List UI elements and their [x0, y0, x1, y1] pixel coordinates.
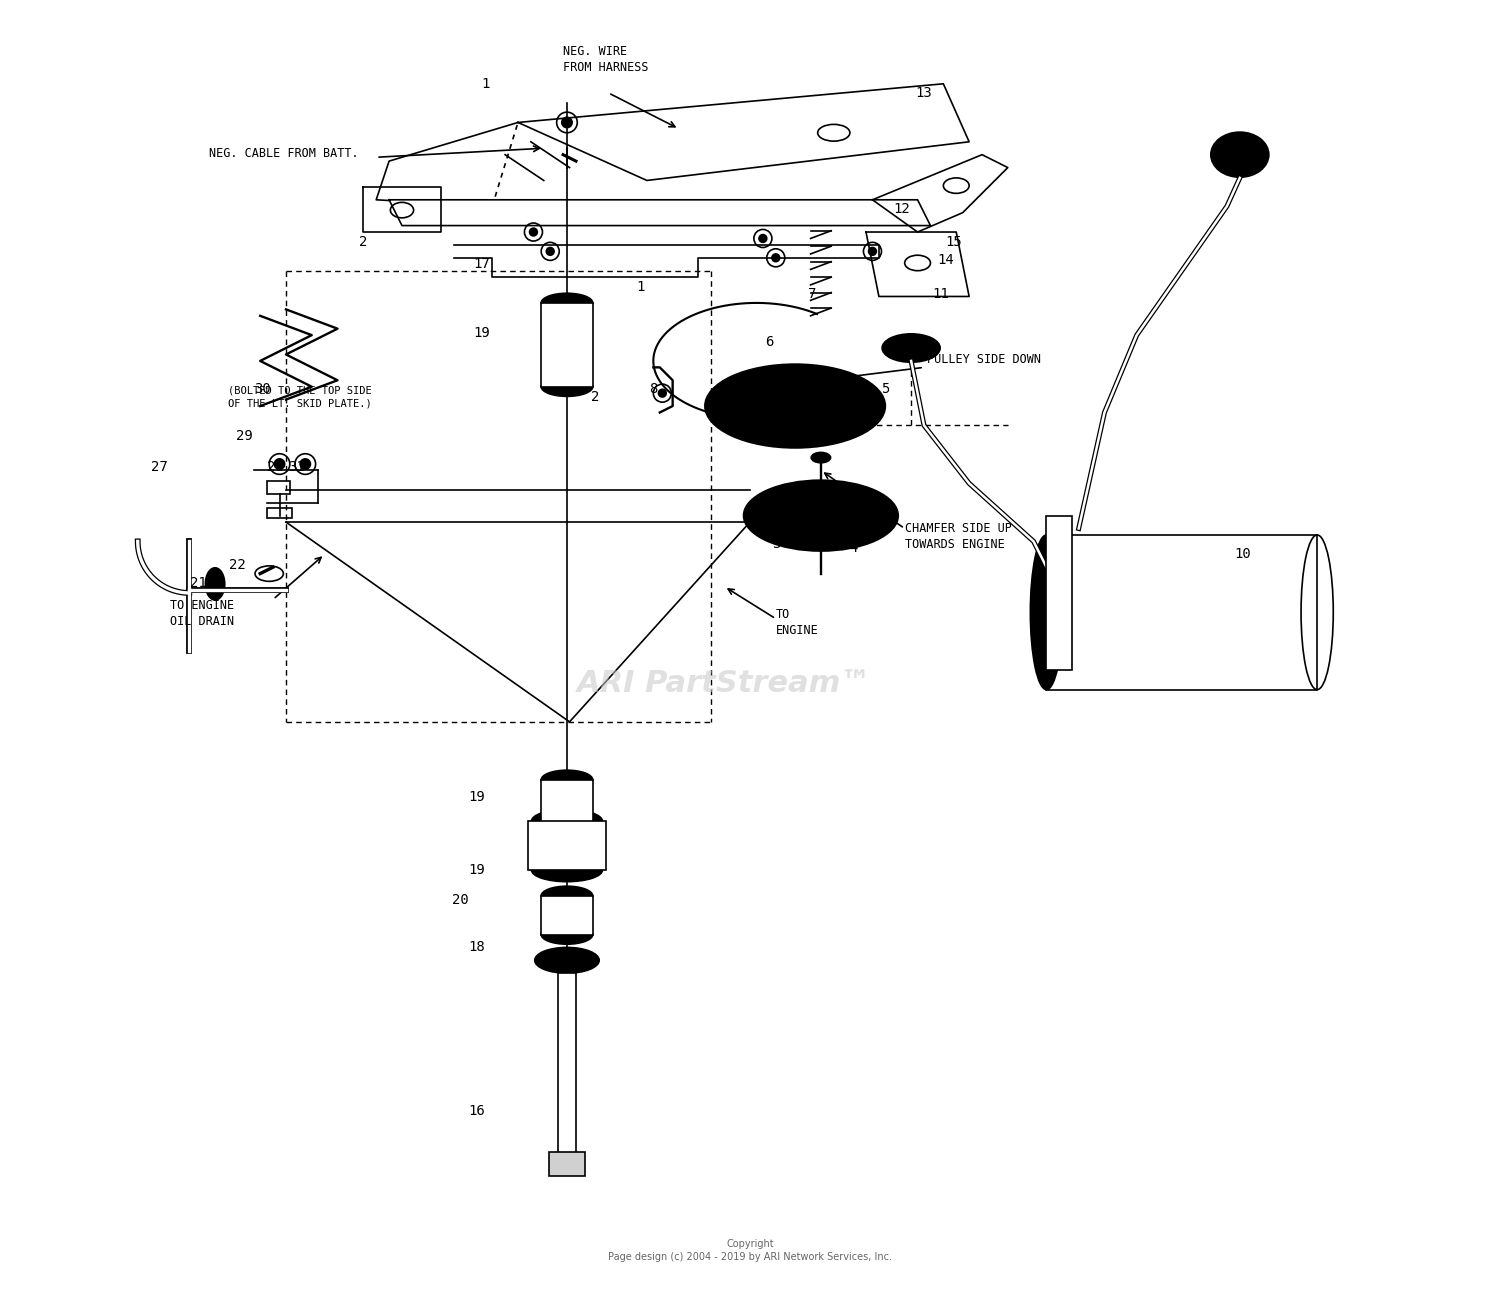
Ellipse shape: [534, 947, 598, 973]
Text: 18: 18: [468, 941, 484, 954]
Text: 20: 20: [452, 893, 468, 906]
Ellipse shape: [542, 926, 592, 944]
Circle shape: [546, 247, 554, 255]
Text: PULLEY SIDE DOWN: PULLEY SIDE DOWN: [927, 353, 1041, 366]
Ellipse shape: [542, 376, 592, 397]
Circle shape: [530, 228, 537, 236]
Text: 5: 5: [880, 383, 890, 396]
Text: 3: 3: [771, 538, 780, 550]
Text: 22: 22: [228, 558, 246, 571]
Bar: [549, 1152, 585, 1176]
Text: Copyright
Page design (c) 2004 - 2019 by ARI Network Services, Inc.: Copyright Page design (c) 2004 - 2019 by…: [608, 1239, 892, 1262]
Text: 19: 19: [468, 790, 484, 803]
Text: 4: 4: [849, 541, 858, 554]
Bar: [267, 481, 290, 494]
Text: NEG. WIRE
FROM HARNESS: NEG. WIRE FROM HARNESS: [562, 45, 648, 73]
Text: 17: 17: [474, 258, 490, 271]
Ellipse shape: [542, 293, 592, 313]
Bar: [542, 303, 592, 387]
Circle shape: [868, 247, 876, 255]
Text: 31: 31: [288, 460, 304, 473]
Text: 19: 19: [468, 864, 484, 877]
Text: 11: 11: [933, 287, 950, 300]
Polygon shape: [388, 200, 930, 226]
Ellipse shape: [882, 334, 940, 362]
Circle shape: [772, 254, 780, 262]
Text: 2: 2: [358, 236, 368, 249]
Circle shape: [759, 235, 766, 242]
Text: 10: 10: [1234, 548, 1251, 561]
Bar: [558, 973, 576, 1160]
Text: 1: 1: [636, 281, 645, 294]
Ellipse shape: [531, 858, 603, 882]
Ellipse shape: [744, 481, 898, 552]
Text: CHAMFER SIDE UP
TOWARDS ENGINE: CHAMFER SIDE UP TOWARDS ENGINE: [904, 522, 1011, 550]
Text: 13: 13: [915, 86, 933, 99]
Ellipse shape: [778, 398, 812, 414]
Ellipse shape: [1210, 133, 1269, 178]
Bar: [542, 896, 592, 935]
Text: 15: 15: [945, 236, 962, 249]
Text: 21: 21: [190, 576, 207, 589]
Text: TO
ENGINE: TO ENGINE: [776, 608, 819, 637]
Text: 2: 2: [591, 391, 600, 403]
Circle shape: [300, 459, 310, 469]
Circle shape: [562, 117, 572, 128]
Text: TO ENGINE
OIL DRAIN: TO ENGINE OIL DRAIN: [170, 599, 234, 628]
Text: 7: 7: [807, 287, 816, 300]
Ellipse shape: [722, 373, 868, 440]
Ellipse shape: [807, 509, 836, 522]
Text: 19: 19: [474, 326, 490, 339]
Circle shape: [658, 389, 666, 397]
Ellipse shape: [555, 955, 579, 965]
Bar: [528, 821, 606, 870]
Text: ARI PartStream™: ARI PartStream™: [578, 669, 872, 697]
Bar: [1047, 535, 1317, 690]
Text: (BOLTED TO THE TOP SIDE
OF THE LT. SKID PLATE.): (BOLTED TO THE TOP SIDE OF THE LT. SKID …: [228, 385, 372, 409]
Text: NEG. CABLE FROM BATT.: NEG. CABLE FROM BATT.: [209, 147, 358, 160]
Text: 8: 8: [650, 383, 657, 396]
Ellipse shape: [531, 809, 603, 833]
Ellipse shape: [1030, 535, 1062, 690]
Text: 30: 30: [255, 383, 272, 396]
Bar: [1047, 516, 1072, 670]
Bar: [542, 780, 592, 825]
Ellipse shape: [812, 452, 831, 463]
Ellipse shape: [705, 363, 885, 449]
Text: 6: 6: [765, 335, 774, 348]
Text: 28: 28: [267, 460, 284, 473]
Text: 16: 16: [468, 1105, 484, 1118]
Text: 27: 27: [152, 460, 168, 473]
Bar: [267, 508, 292, 518]
Text: 14: 14: [938, 254, 954, 267]
Ellipse shape: [542, 771, 592, 789]
Text: 29: 29: [237, 429, 254, 442]
Ellipse shape: [759, 489, 882, 544]
Text: 1: 1: [482, 77, 490, 90]
Circle shape: [274, 459, 285, 469]
Ellipse shape: [542, 887, 592, 905]
Ellipse shape: [206, 567, 225, 599]
Text: 12: 12: [894, 202, 910, 215]
